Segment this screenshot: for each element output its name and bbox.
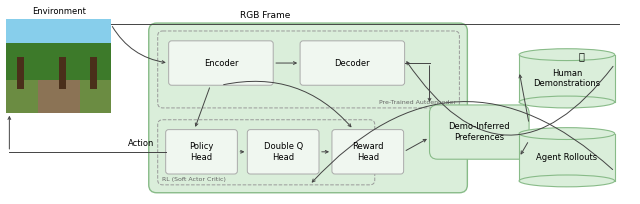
- Text: Action: Action: [127, 139, 154, 148]
- Bar: [519, 55, 614, 102]
- Text: Human
Demonstrations: Human Demonstrations: [533, 69, 600, 88]
- Ellipse shape: [519, 96, 614, 108]
- FancyBboxPatch shape: [429, 105, 529, 159]
- Ellipse shape: [519, 128, 614, 140]
- Text: Encoder: Encoder: [204, 59, 238, 68]
- Text: Environment: Environment: [32, 7, 86, 16]
- Bar: [519, 134, 614, 181]
- FancyBboxPatch shape: [166, 130, 237, 174]
- Text: Reward
Head: Reward Head: [352, 142, 383, 162]
- Text: Demo-Inferred
Preferences: Demo-Inferred Preferences: [449, 122, 510, 142]
- Text: Policy
Head: Policy Head: [189, 142, 214, 162]
- FancyBboxPatch shape: [300, 41, 404, 85]
- Text: Decoder: Decoder: [335, 59, 370, 68]
- FancyBboxPatch shape: [169, 41, 273, 85]
- Text: Double Q
Head: Double Q Head: [264, 142, 303, 162]
- Text: 👥: 👥: [579, 52, 585, 62]
- Text: RGB Frame: RGB Frame: [240, 11, 291, 20]
- Ellipse shape: [519, 49, 614, 61]
- Text: Agent Rollouts: Agent Rollouts: [536, 153, 598, 162]
- Text: Pre-Trained Autoencoder: Pre-Trained Autoencoder: [380, 100, 456, 105]
- FancyBboxPatch shape: [332, 130, 404, 174]
- FancyBboxPatch shape: [247, 130, 319, 174]
- Text: RL (Soft Actor Critic): RL (Soft Actor Critic): [162, 177, 225, 182]
- Ellipse shape: [519, 175, 614, 187]
- FancyBboxPatch shape: [148, 23, 467, 193]
